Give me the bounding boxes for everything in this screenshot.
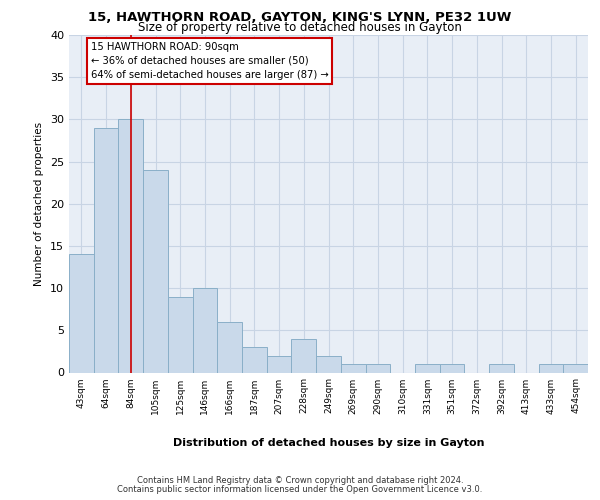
Bar <box>341 364 365 372</box>
Text: 15, HAWTHORN ROAD, GAYTON, KING'S LYNN, PE32 1UW: 15, HAWTHORN ROAD, GAYTON, KING'S LYNN, … <box>88 11 512 24</box>
Bar <box>440 364 464 372</box>
Bar <box>193 288 217 372</box>
Bar <box>242 347 267 372</box>
Text: Size of property relative to detached houses in Gayton: Size of property relative to detached ho… <box>138 22 462 35</box>
Bar <box>94 128 118 372</box>
Y-axis label: Number of detached properties: Number of detached properties <box>34 122 44 286</box>
Bar <box>292 339 316 372</box>
Text: 15 HAWTHORN ROAD: 90sqm
← 36% of detached houses are smaller (50)
64% of semi-de: 15 HAWTHORN ROAD: 90sqm ← 36% of detache… <box>91 42 328 80</box>
Text: Contains public sector information licensed under the Open Government Licence v3: Contains public sector information licen… <box>118 484 482 494</box>
Bar <box>217 322 242 372</box>
Text: Contains HM Land Registry data © Crown copyright and database right 2024.: Contains HM Land Registry data © Crown c… <box>137 476 463 485</box>
Bar <box>118 120 143 372</box>
Bar <box>563 364 588 372</box>
Bar <box>168 296 193 372</box>
Bar <box>415 364 440 372</box>
Text: Distribution of detached houses by size in Gayton: Distribution of detached houses by size … <box>173 438 485 448</box>
Bar <box>69 254 94 372</box>
Bar <box>365 364 390 372</box>
Bar <box>489 364 514 372</box>
Bar <box>316 356 341 372</box>
Bar <box>143 170 168 372</box>
Bar <box>267 356 292 372</box>
Bar <box>539 364 563 372</box>
